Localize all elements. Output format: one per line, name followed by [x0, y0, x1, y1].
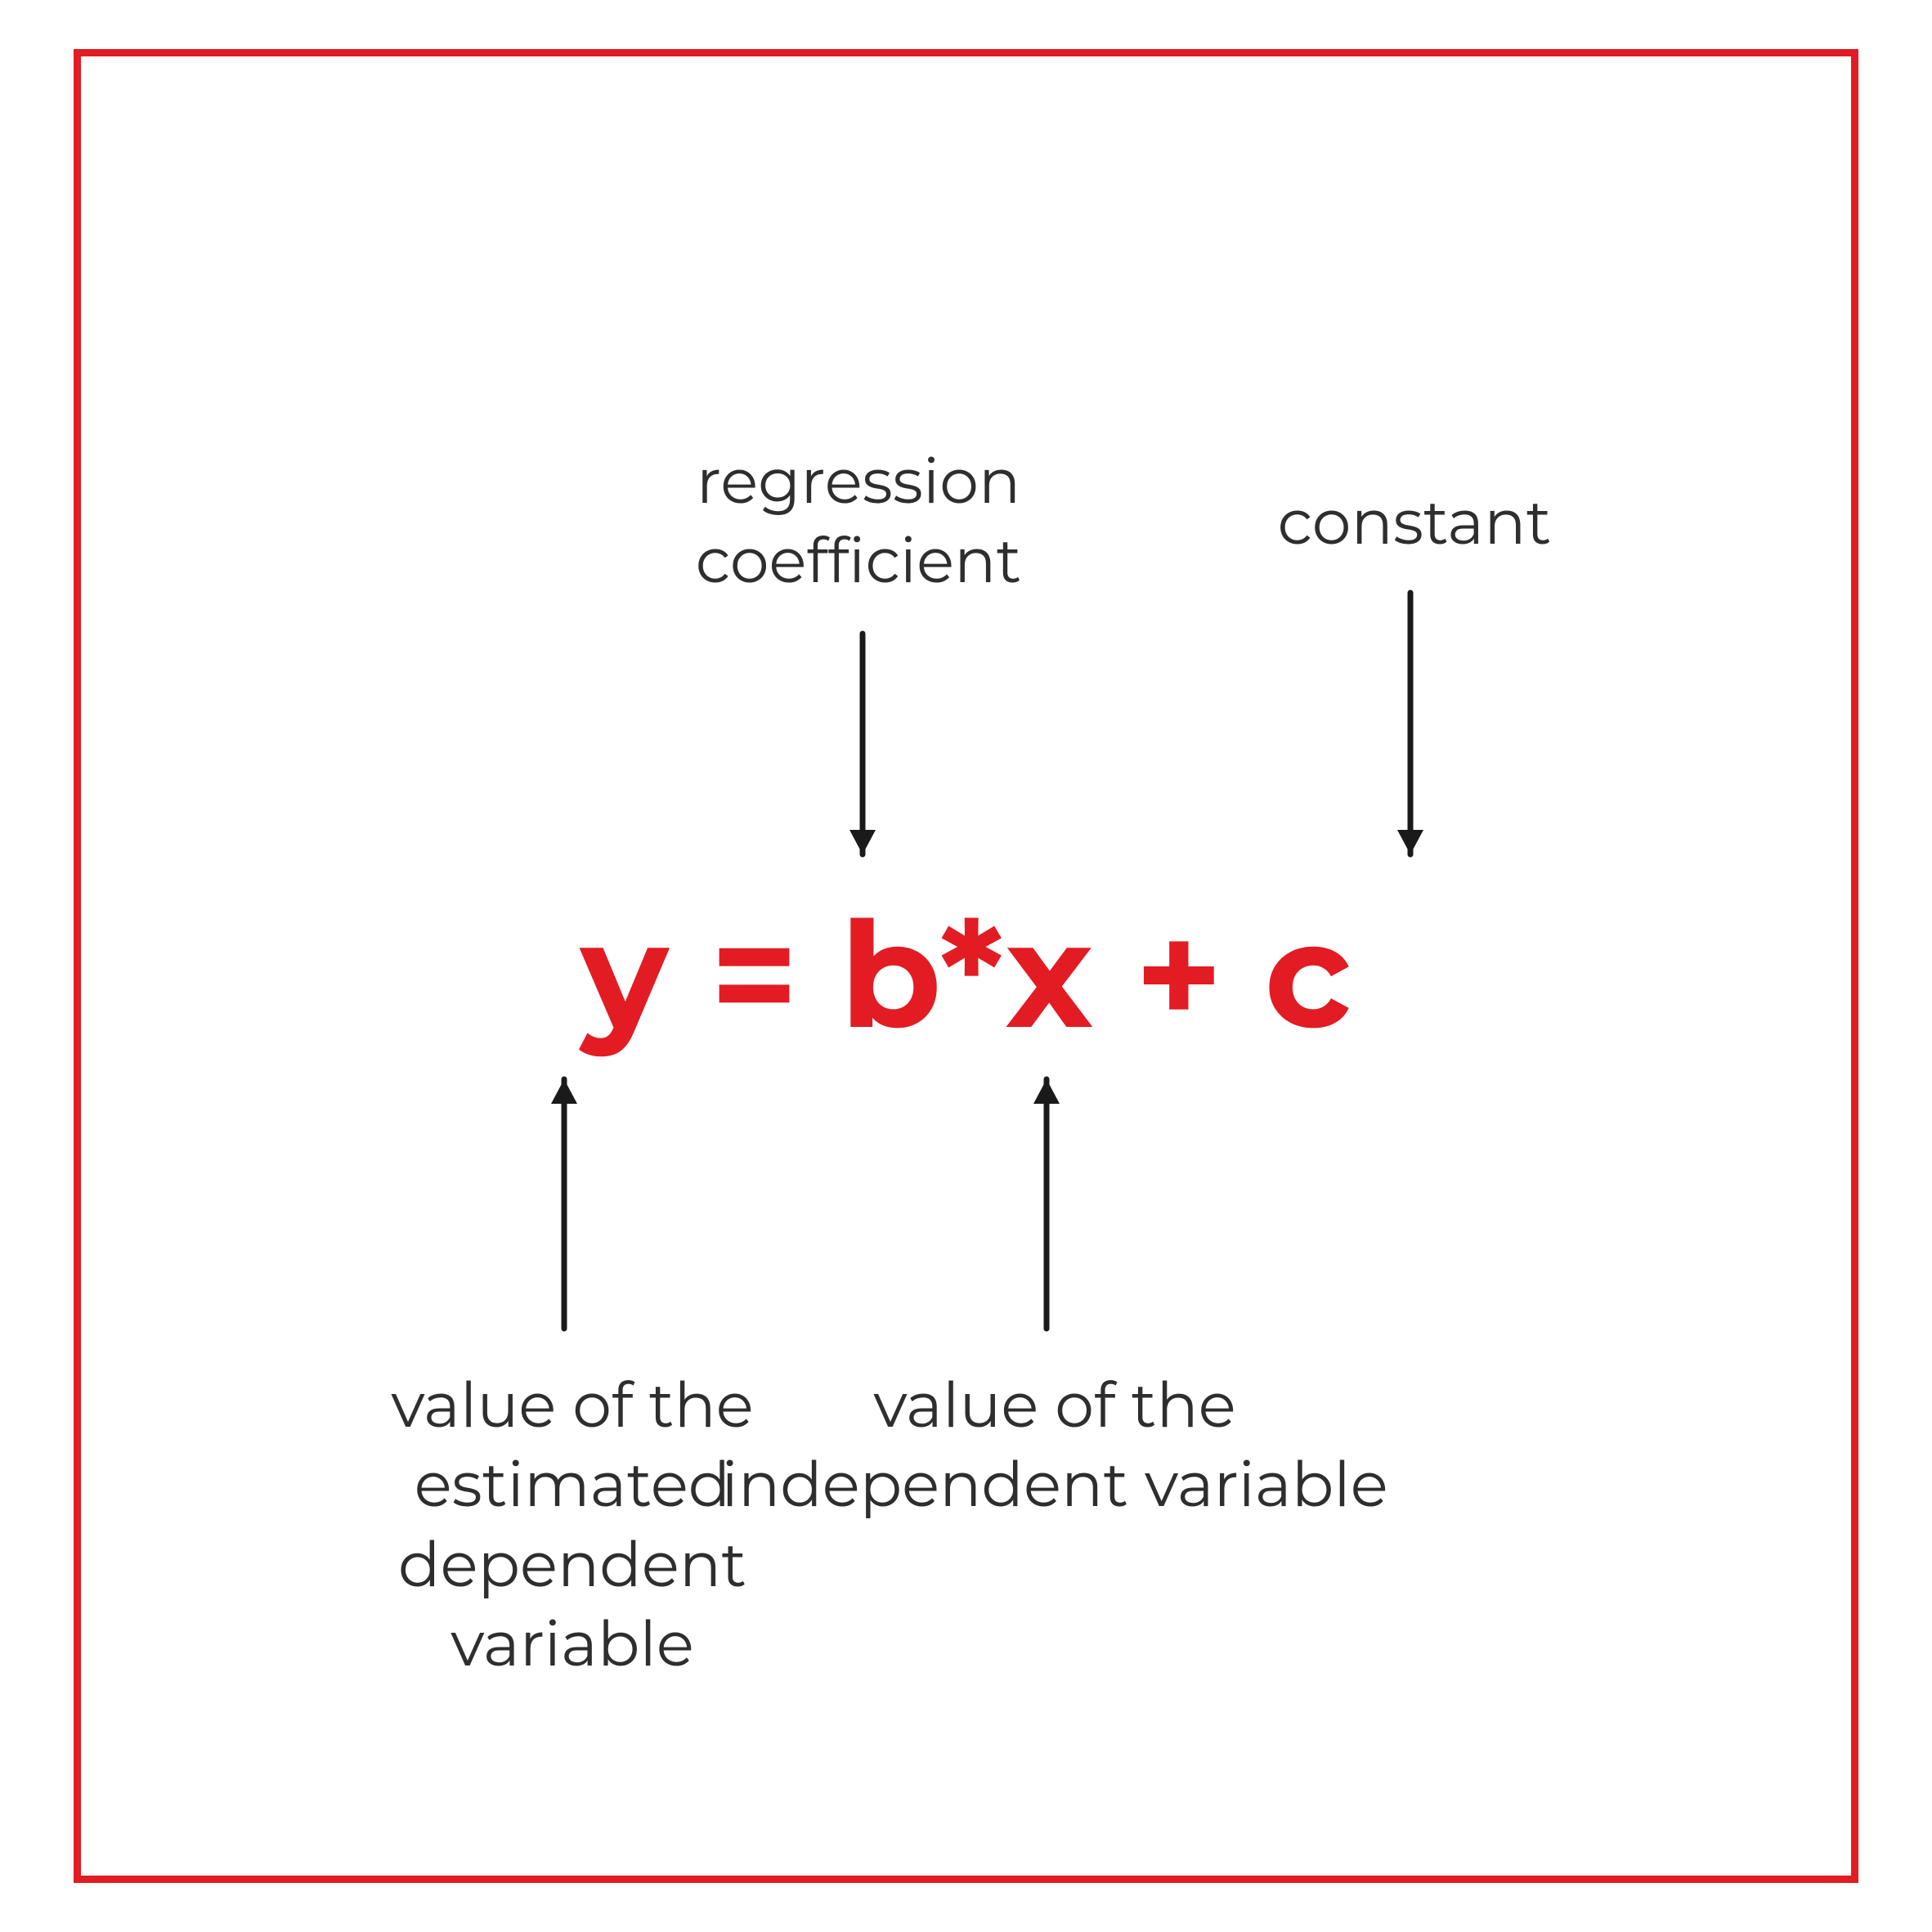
- equation-text: y = b*x + c: [0, 885, 1932, 1065]
- diagram-canvas: y = b*x + c regressioncoefficient consta…: [0, 0, 1932, 1932]
- label-constant: constant: [1251, 482, 1578, 562]
- label-independent-variable: value of theindependent variable: [719, 1365, 1390, 1525]
- label-regression-coefficient: regressioncoefficient: [654, 442, 1063, 601]
